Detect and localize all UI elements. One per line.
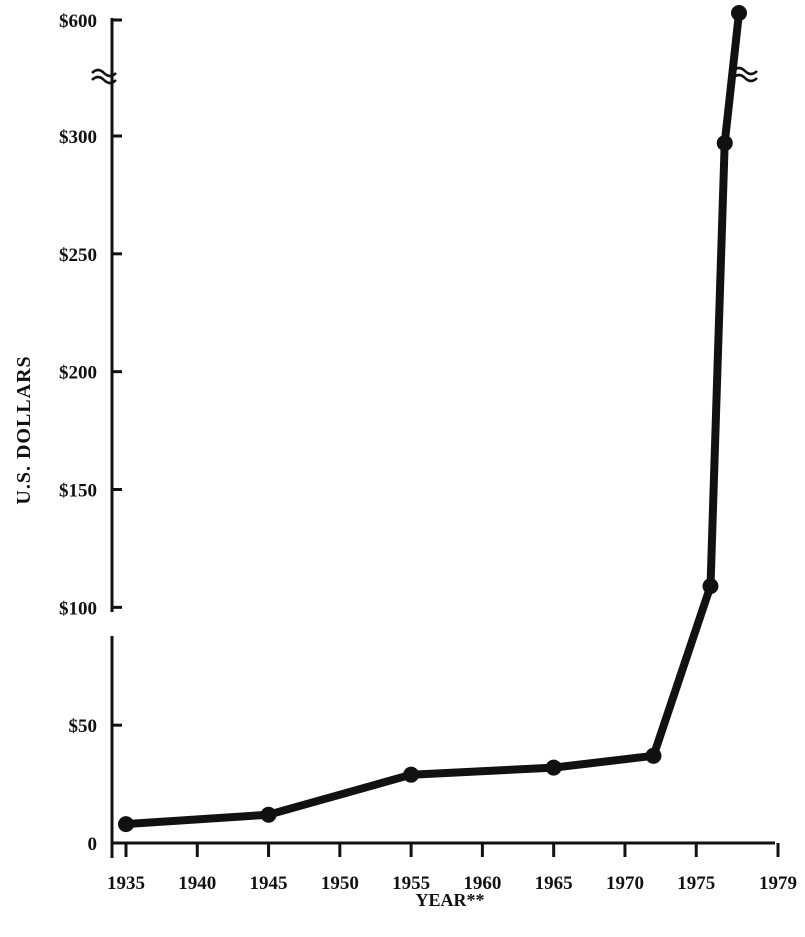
x-axis-title: YEAR** [415, 890, 484, 910]
data-point [545, 759, 562, 776]
x-tick-label: 1979 [759, 873, 797, 894]
y-axis-break-mark [91, 68, 117, 78]
y-tick-label: 0 [88, 834, 98, 855]
data-point [403, 766, 420, 783]
x-tick-label: 1975 [677, 873, 715, 894]
series-break-mark [732, 73, 758, 83]
x-tick-label: 1950 [321, 873, 359, 894]
x-tick-label: 1970 [606, 873, 644, 894]
data-point [118, 816, 134, 833]
y-tick-label: $300 [59, 127, 97, 148]
data-point [731, 5, 747, 21]
data-point [702, 578, 719, 595]
y-tick-label: $200 [59, 363, 97, 384]
y-tick-label: $100 [59, 598, 97, 619]
x-tick-label: 1935 [107, 873, 145, 894]
y-tick-label: $50 [69, 716, 98, 737]
x-tick-label: 1965 [535, 873, 573, 894]
y-axis-break-mark [91, 75, 117, 85]
y-tick-label: $150 [59, 481, 97, 502]
y-axis-title: U.S. DOLLARS [13, 355, 35, 504]
x-tick-label: 1960 [463, 873, 501, 894]
data-point [260, 806, 277, 823]
x-tick-label: 1955 [392, 873, 430, 894]
x-tick-label: 1940 [178, 873, 216, 894]
ticks: 0 $50 $100 $150 $200 $250 $300 $600 1935 1940 1945… [59, 11, 797, 894]
series [118, 5, 747, 833]
y-tick-label: $250 [59, 245, 97, 266]
y-tick-label: $600 [59, 11, 97, 32]
data-point [645, 747, 662, 764]
data-point [716, 135, 733, 152]
axes [91, 18, 775, 858]
series-line [122, 9, 743, 829]
x-tick-label: 1945 [250, 873, 288, 894]
